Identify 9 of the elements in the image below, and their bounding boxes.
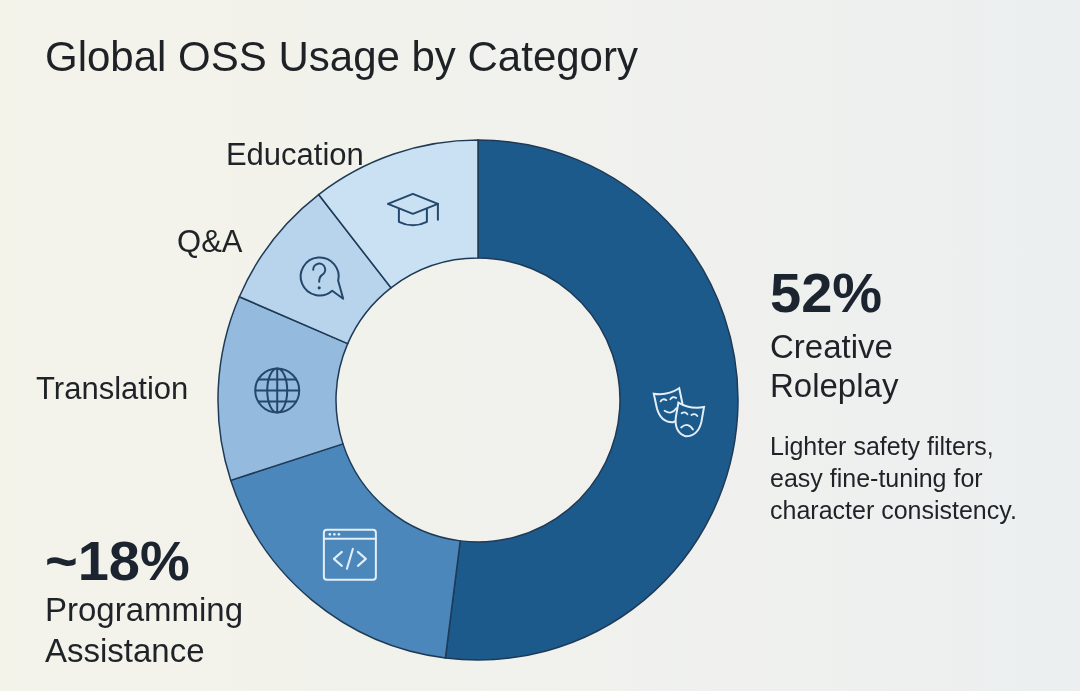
slice-label: Education [225, 137, 364, 173]
slice-label: Creative Roleplay [770, 328, 899, 404]
text: Lighter safety filters, easy fine-tuning for character consistency. [770, 432, 1017, 524]
slice-label: Programming Assistance [45, 591, 244, 669]
slice-label: Translation [36, 370, 189, 406]
slice-label: Q&A [177, 223, 243, 259]
data-label: 52% [770, 261, 883, 324]
chart-title: Global OSS Usage by Category [45, 33, 638, 80]
data-label: ~18% [45, 529, 190, 592]
